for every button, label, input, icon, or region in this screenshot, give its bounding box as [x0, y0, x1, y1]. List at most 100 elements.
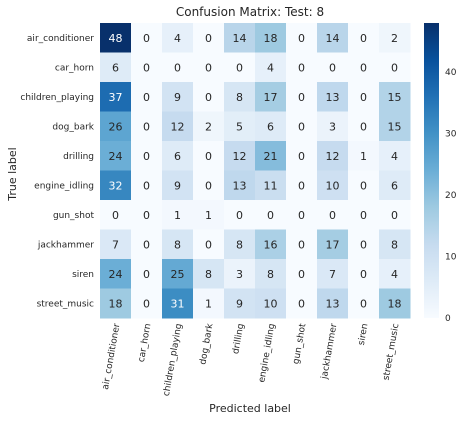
x-tick-label: air_conditioner [101, 323, 123, 391]
cell-value-label: 0 [267, 209, 274, 222]
heatmap-cell [255, 170, 287, 201]
cell-value-label: 4 [391, 268, 398, 281]
x-tick-label: street_music [382, 323, 402, 381]
cell-value-label: 0 [360, 61, 367, 74]
cell-value-label: 0 [143, 61, 150, 74]
heatmap-cell [379, 111, 411, 142]
heatmap-cell [286, 229, 318, 260]
heatmap-cell [224, 52, 256, 83]
cell-value-label: 21 [264, 150, 278, 163]
cell-value-label: 18 [264, 32, 278, 45]
heatmap-cell [255, 52, 287, 83]
heatmap-cell [286, 200, 318, 230]
heatmap-cells: 48 0 4 0 14 18 0 14 0 26 0 0 0 0 4 0 0 0 037 0 9 0 8 17 0 13 0 1526… [100, 23, 411, 319]
cell-value-label: 0 [143, 150, 150, 163]
x-tick-label: dog_bark [198, 322, 215, 365]
cell-value-label: 2 [205, 120, 212, 133]
cell-value-label: 0 [391, 209, 398, 222]
colorbar [424, 23, 439, 318]
heatmap-cell [224, 229, 256, 260]
cell-value-label: 17 [264, 91, 278, 104]
heatmap-cell [379, 259, 411, 289]
x-tick-label: engine_idling [257, 323, 277, 384]
heatmap-cell [100, 52, 132, 83]
x-tick-label: children_playing [162, 323, 185, 397]
heatmap-cell [193, 52, 225, 83]
cell-value-label: 7 [329, 268, 336, 281]
x-tick-label: drilling [231, 323, 246, 355]
heatmap-cell [317, 229, 349, 260]
heatmap-cell [379, 229, 411, 260]
heatmap-cell [379, 200, 411, 230]
cell-value-label: 16 [264, 238, 278, 251]
heatmap-cell [348, 229, 380, 260]
heatmap-cell [100, 23, 132, 53]
cell-value-label: 24 [109, 268, 123, 281]
heatmap-cell [348, 170, 380, 201]
cell-value-label: 0 [360, 297, 367, 310]
cell-value-label: 0 [236, 61, 243, 74]
heatmap-cell [100, 229, 132, 260]
cell-value-label: 12 [326, 150, 340, 163]
heatmap-cell [193, 111, 225, 142]
cell-value-label: 1 [205, 297, 212, 310]
cell-value-label: 13 [326, 91, 340, 104]
y-tick-label: drilling [63, 152, 94, 162]
heatmap-cell [255, 111, 287, 142]
cell-value-label: 0 [298, 268, 305, 281]
cell-value-label: 8 [174, 238, 181, 251]
heatmap-cell [255, 288, 287, 319]
heatmap-cell [162, 111, 194, 142]
heatmap-cell [193, 200, 225, 230]
heatmap-cell [317, 52, 349, 83]
cell-value-label: 1 [360, 150, 367, 163]
heatmap-cell [162, 200, 194, 230]
heatmap-cell [131, 170, 163, 201]
heatmap-cell [255, 200, 287, 230]
cell-value-label: 0 [298, 209, 305, 222]
cell-value-label: 15 [388, 120, 402, 133]
heatmap-cell [348, 23, 380, 53]
heatmap-cell [100, 288, 132, 319]
cell-value-label: 8 [236, 91, 243, 104]
x-tick-label: siren [357, 323, 371, 346]
heatmap-cell [317, 141, 349, 171]
cell-value-label: 4 [174, 32, 181, 45]
y-tick-label: car_horn [55, 63, 94, 73]
heatmap-cell [193, 288, 225, 319]
colorbar-tick-label: 0 [445, 314, 451, 324]
heatmap-cell [379, 141, 411, 171]
y-axis-label: True label [6, 147, 19, 201]
cell-value-label: 0 [360, 91, 367, 104]
cell-value-label: 6 [174, 150, 181, 163]
heatmap-cell [348, 111, 380, 142]
cell-value-label: 9 [174, 179, 181, 192]
cell-value-label: 9 [236, 297, 243, 310]
cell-value-label: 8 [267, 268, 274, 281]
heatmap-cell [162, 141, 194, 171]
y-tick-labels: air_conditioner car_horn children_playingd… [20, 34, 94, 310]
heatmap-cell [131, 288, 163, 319]
colorbar-tick-label: 10 [445, 253, 457, 263]
cell-value-label: 0 [205, 179, 212, 192]
cell-value-label: 8 [205, 268, 212, 281]
heatmap-cell [193, 23, 225, 53]
cell-value-label: 11 [264, 179, 278, 192]
cell-value-label: 1 [205, 209, 212, 222]
heatmap-cell [193, 229, 225, 260]
cell-value-label: 31 [171, 297, 185, 310]
heatmap-cell [286, 52, 318, 83]
heatmap-cell [348, 288, 380, 319]
heatmap-cell [162, 170, 194, 201]
cell-value-label: 0 [360, 238, 367, 251]
heatmap-cell [286, 288, 318, 319]
x-tick-labels: air_conditioner car_horn children_playing d… [101, 322, 402, 397]
heatmap-cell [193, 259, 225, 289]
y-tick-label: gun_shot [53, 211, 95, 221]
cell-value-label: 0 [143, 179, 150, 192]
heatmap-cell [224, 200, 256, 230]
cell-value-label: 24 [109, 150, 123, 163]
heatmap-cell [348, 259, 380, 289]
